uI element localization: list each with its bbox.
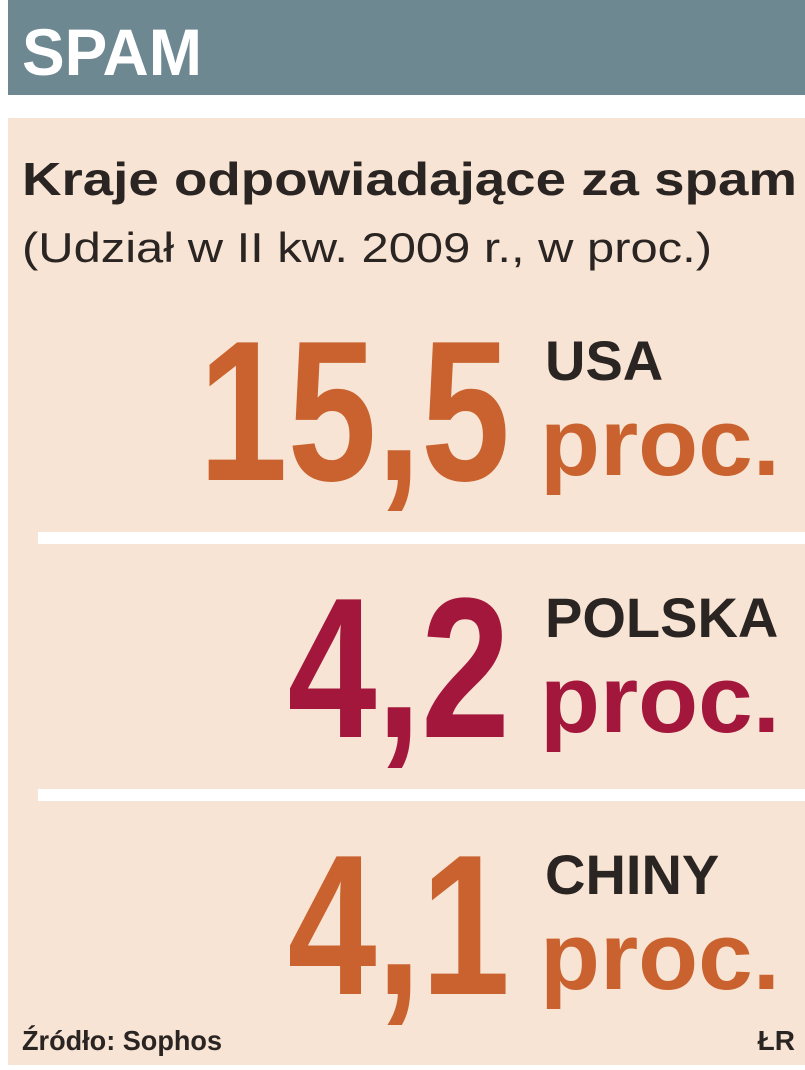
value: 4,2	[288, 557, 510, 780]
source: Źródło: Sophos	[22, 1025, 222, 1056]
panel-title: Kraje odpowiadające za spam	[22, 153, 797, 205]
country: POLSKA	[545, 586, 778, 649]
header-title: SPAM	[22, 15, 202, 89]
credit: ŁR	[758, 1025, 795, 1056]
separator	[38, 789, 805, 801]
unit: proc.	[540, 903, 780, 1010]
header-bar	[8, 0, 805, 95]
separator	[38, 532, 805, 544]
value: 4,1	[288, 814, 510, 1037]
unit: proc.	[540, 389, 780, 496]
value: 15,5	[199, 300, 510, 523]
country: USA	[545, 329, 663, 392]
unit: proc.	[540, 646, 780, 753]
panel	[8, 118, 805, 1065]
panel-subtitle: (Udział w II kw. 2009 r., w proc.)	[22, 224, 712, 271]
country: CHINY	[545, 843, 719, 906]
